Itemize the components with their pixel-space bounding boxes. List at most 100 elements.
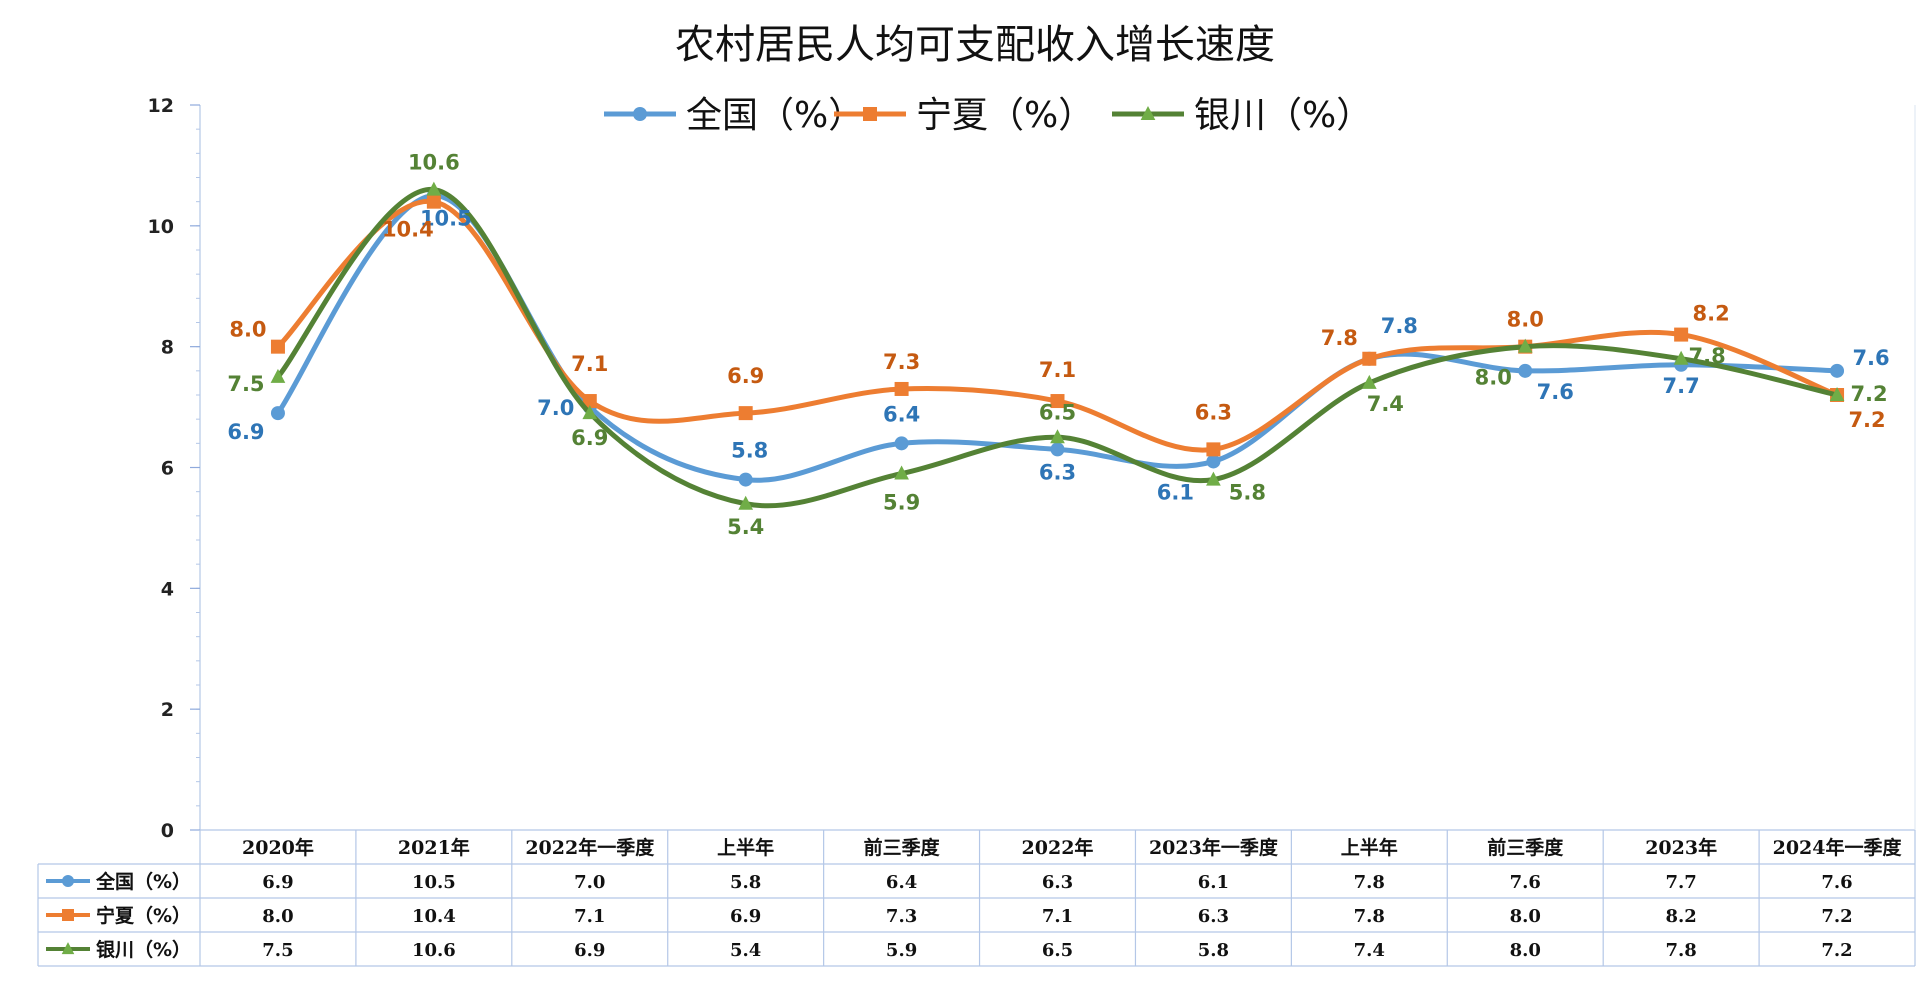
data-point bbox=[738, 472, 753, 487]
data-label: 6.9 bbox=[227, 420, 264, 444]
table-row-label: 宁夏（%） bbox=[96, 904, 191, 927]
table-row: 宁夏（%） 8.0 10.4 7.1 6.9 7.3 7.1 6.3 7.8 8.0 8.2 7.2 bbox=[46, 904, 1853, 927]
data-label: 6.4 bbox=[883, 402, 920, 426]
data-label: 7.7 bbox=[1663, 374, 1700, 398]
table-cell: 10.4 bbox=[412, 906, 456, 927]
category-label: 2023年一季度 bbox=[1149, 836, 1279, 859]
data-label: 10.4 bbox=[382, 218, 434, 242]
table-cell: 6.4 bbox=[886, 872, 917, 893]
category-label: 前三季度 bbox=[1487, 836, 1564, 859]
table-cell: 7.0 bbox=[574, 872, 605, 893]
category-label: 前三季度 bbox=[864, 836, 941, 859]
table-cell: 6.3 bbox=[1042, 872, 1073, 893]
table-row-label: 银川（%） bbox=[96, 938, 191, 961]
data-label: 5.9 bbox=[883, 491, 920, 515]
data-point bbox=[1206, 454, 1221, 469]
category-label: 上半年 bbox=[1341, 836, 1398, 859]
series-line bbox=[275, 199, 1840, 453]
data-point bbox=[1518, 363, 1533, 378]
table-row: 全国（%） 6.9 10.5 7.0 5.8 6.4 6.3 6.1 7.8 7.6 7.7 7.6 bbox=[46, 870, 1853, 893]
table-row: 银川（%） 7.5 10.6 6.9 5.4 5.9 6.5 5.8 7.4 8.0 7.8 7.2 bbox=[46, 938, 1853, 961]
data-point bbox=[270, 339, 285, 354]
legend-marker bbox=[633, 107, 647, 121]
legend-item: 银川（%） bbox=[1112, 95, 1372, 136]
series-3 bbox=[270, 181, 1845, 510]
data-point bbox=[1206, 471, 1221, 486]
table-cell: 7.1 bbox=[1042, 906, 1073, 927]
y-tick-label: 2 bbox=[161, 699, 174, 721]
data-point bbox=[1830, 363, 1845, 378]
data-point bbox=[426, 194, 441, 209]
category-label: 2021年 bbox=[398, 836, 470, 859]
table-cell: 10.5 bbox=[412, 872, 456, 893]
data-point bbox=[270, 368, 286, 383]
data-label: 7.6 bbox=[1537, 380, 1574, 404]
data-label: 10.6 bbox=[408, 151, 460, 175]
data-point bbox=[1361, 374, 1377, 389]
data-label: 7.0 bbox=[537, 396, 574, 420]
y-tick-label: 0 bbox=[161, 820, 174, 842]
category-label: 2023年 bbox=[1645, 836, 1717, 859]
table-cell: 5.8 bbox=[730, 872, 761, 893]
y-tick-label: 10 bbox=[148, 216, 174, 238]
table-cell: 6.1 bbox=[1198, 872, 1229, 893]
data-point bbox=[582, 394, 597, 409]
legend: 全国（%） 宁夏（%） 银川（%） bbox=[604, 95, 1372, 136]
category-label: 上半年 bbox=[717, 836, 774, 859]
category-label: 2022年 bbox=[1022, 836, 1094, 859]
data-point bbox=[270, 406, 285, 421]
data-point bbox=[738, 495, 754, 510]
data-label: 8.2 bbox=[1693, 302, 1730, 326]
data-point bbox=[894, 465, 909, 480]
table-cell: 7.8 bbox=[1354, 906, 1385, 927]
table-cell: 7.2 bbox=[1821, 906, 1852, 927]
data-point bbox=[1362, 351, 1377, 366]
category-label: 2022年一季度 bbox=[525, 836, 655, 859]
table-cell: 8.0 bbox=[262, 906, 293, 927]
data-label: 8.0 bbox=[229, 318, 266, 342]
data-labels: 6.9 10.5 7.0 5.8 6.4 6.3 6.1 7.8 7.6 7.7 7.6 8.0 10.… bbox=[227, 151, 1889, 539]
category-label: 2024年一季度 bbox=[1773, 836, 1903, 859]
table-row-label: 全国（%） bbox=[95, 870, 191, 893]
data-label: 5.8 bbox=[731, 439, 768, 463]
table-cell: 7.6 bbox=[1510, 872, 1541, 893]
data-label: 6.9 bbox=[727, 364, 764, 388]
legend-label: 银川（%） bbox=[1194, 95, 1372, 136]
table-cell: 7.5 bbox=[262, 940, 293, 961]
data-label: 6.3 bbox=[1195, 400, 1232, 424]
data-label: 7.2 bbox=[1848, 408, 1885, 432]
data-label: 8.0 bbox=[1475, 366, 1512, 390]
data-point bbox=[426, 181, 442, 196]
table-cell: 6.3 bbox=[1198, 906, 1229, 927]
table-cell: 6.5 bbox=[1042, 940, 1073, 961]
table-cell: 6.9 bbox=[574, 940, 605, 961]
data-point bbox=[582, 405, 598, 420]
data-label: 6.5 bbox=[1039, 400, 1076, 424]
data-label: 7.8 bbox=[1381, 314, 1418, 338]
data-label: 7.8 bbox=[1689, 344, 1726, 368]
data-point bbox=[1673, 350, 1689, 365]
data-point bbox=[894, 436, 909, 451]
table-cell: 7.6 bbox=[1821, 872, 1852, 893]
data-label: 10.5 bbox=[420, 207, 472, 231]
table-cell: 10.6 bbox=[412, 940, 456, 961]
data-label: 8.0 bbox=[1507, 308, 1544, 332]
data-point bbox=[894, 381, 909, 396]
data-label: 7.6 bbox=[1852, 346, 1889, 370]
category-label: 2020年 bbox=[242, 836, 314, 859]
data-point bbox=[1674, 327, 1689, 342]
data-label: 6.9 bbox=[571, 426, 608, 450]
data-table: 2020年 2021年 2022年一季度 上半年 前三季度 2022年 2023年一季度 上半… bbox=[37, 830, 1916, 967]
legend-item: 宁夏（%） bbox=[834, 95, 1094, 136]
series-layer bbox=[270, 181, 1845, 510]
data-point bbox=[1050, 394, 1065, 409]
table-cell: 5.9 bbox=[886, 940, 917, 961]
table-cell: 7.7 bbox=[1665, 872, 1696, 893]
y-tick-label: 12 bbox=[148, 95, 174, 117]
table-cell: 8.0 bbox=[1510, 940, 1541, 961]
table-cell: 7.8 bbox=[1665, 940, 1696, 961]
data-point bbox=[1517, 338, 1533, 353]
y-tick-label: 6 bbox=[161, 458, 174, 480]
